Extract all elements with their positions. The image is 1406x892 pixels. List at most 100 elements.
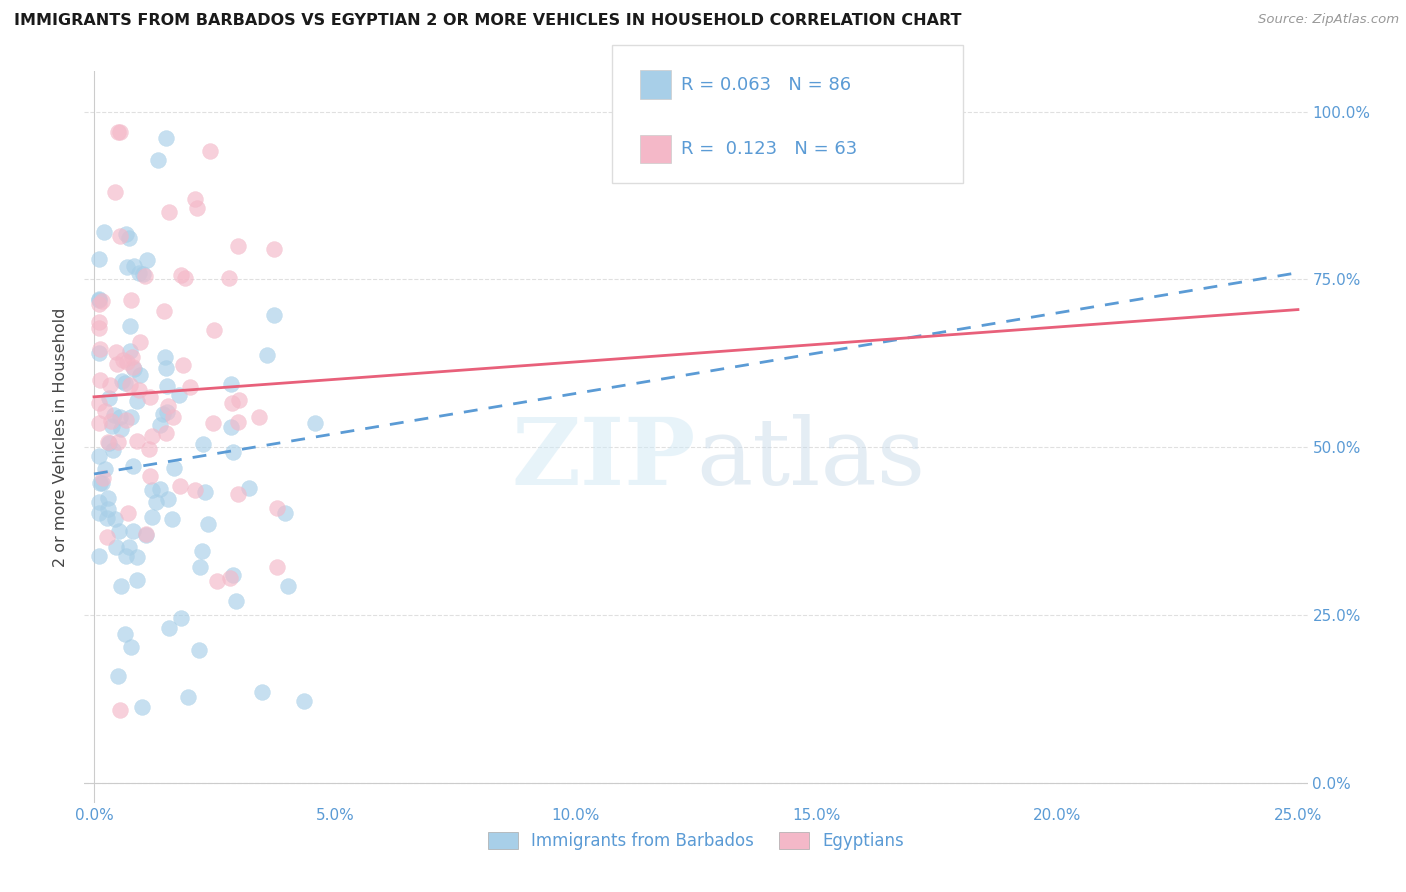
Point xyxy=(115,227,138,241)
Point xyxy=(184,192,207,206)
Point xyxy=(129,334,152,349)
Point xyxy=(107,125,129,139)
Point xyxy=(292,694,315,708)
Point xyxy=(135,527,157,541)
Text: IMMIGRANTS FROM BARBADOS VS EGYPTIAN 2 OR MORE VEHICLES IN HOUSEHOLD CORRELATION: IMMIGRANTS FROM BARBADOS VS EGYPTIAN 2 O… xyxy=(14,13,962,29)
Point xyxy=(228,393,250,408)
Point xyxy=(127,434,149,449)
Point xyxy=(117,260,139,275)
Point xyxy=(120,344,142,359)
Point xyxy=(141,509,163,524)
Point xyxy=(170,268,193,282)
Point xyxy=(120,640,142,655)
Point xyxy=(138,442,160,456)
Point xyxy=(139,469,162,483)
Point xyxy=(132,268,155,282)
Point xyxy=(105,357,128,371)
Point xyxy=(129,368,152,383)
Point xyxy=(188,643,211,657)
Point xyxy=(190,544,212,558)
Point xyxy=(228,239,250,253)
Point xyxy=(200,144,222,158)
Point xyxy=(136,252,159,267)
Point xyxy=(118,377,141,392)
Point xyxy=(114,627,136,641)
Point xyxy=(141,483,163,498)
Point xyxy=(152,407,174,421)
Point xyxy=(87,315,110,329)
Point xyxy=(110,228,132,243)
Point xyxy=(115,355,138,369)
Point xyxy=(89,476,111,491)
Point xyxy=(96,510,118,524)
Point xyxy=(94,462,117,476)
Point xyxy=(89,372,111,386)
Point xyxy=(274,506,297,520)
Point xyxy=(89,343,111,357)
Point xyxy=(149,482,172,496)
Text: R =  0.123   N = 63: R = 0.123 N = 63 xyxy=(681,140,856,158)
Point xyxy=(87,396,110,410)
Point xyxy=(97,435,120,450)
Point xyxy=(304,416,326,430)
Point xyxy=(167,387,190,401)
Point xyxy=(125,394,148,409)
Point xyxy=(108,125,131,139)
Point xyxy=(87,252,110,267)
Point xyxy=(221,445,243,459)
Point xyxy=(121,410,143,425)
Point xyxy=(155,425,177,440)
Point xyxy=(101,419,124,434)
Point xyxy=(122,524,145,538)
Point xyxy=(111,375,134,389)
Point xyxy=(155,131,177,145)
Point xyxy=(107,669,129,683)
Point xyxy=(157,399,180,413)
Point xyxy=(98,436,121,450)
Point xyxy=(228,487,250,501)
Point xyxy=(250,685,273,699)
Point xyxy=(184,483,207,498)
Point xyxy=(125,574,148,588)
Point xyxy=(266,500,288,515)
Point xyxy=(104,540,127,554)
Point xyxy=(117,506,139,520)
Point xyxy=(97,502,120,516)
Point xyxy=(186,201,208,215)
Point xyxy=(179,380,201,394)
Point xyxy=(91,475,114,490)
Point xyxy=(222,567,245,582)
Point xyxy=(121,458,143,473)
Point xyxy=(247,409,270,424)
Point xyxy=(87,320,110,334)
Point xyxy=(87,292,110,306)
Point xyxy=(87,297,110,311)
Point xyxy=(266,560,288,574)
Point xyxy=(107,435,129,450)
Point xyxy=(104,186,127,200)
Point xyxy=(201,417,224,431)
Point xyxy=(87,449,110,463)
Point xyxy=(162,409,184,424)
Point xyxy=(263,242,285,256)
Point xyxy=(104,512,127,526)
Point xyxy=(111,353,134,368)
Point xyxy=(110,410,132,425)
Point xyxy=(91,294,114,309)
Point xyxy=(157,205,180,219)
Point xyxy=(87,507,110,521)
Point xyxy=(177,690,200,704)
Point xyxy=(122,259,145,273)
Point xyxy=(169,479,191,493)
Point xyxy=(96,530,118,544)
Text: Source: ZipAtlas.com: Source: ZipAtlas.com xyxy=(1258,13,1399,27)
Point xyxy=(170,611,193,625)
Point xyxy=(128,267,150,281)
Point xyxy=(87,346,110,360)
Point xyxy=(218,270,240,285)
Point xyxy=(87,549,110,563)
Point xyxy=(114,549,136,563)
Point xyxy=(87,293,110,307)
Y-axis label: 2 or more Vehicles in Household: 2 or more Vehicles in Household xyxy=(53,308,69,566)
Point xyxy=(118,541,141,555)
